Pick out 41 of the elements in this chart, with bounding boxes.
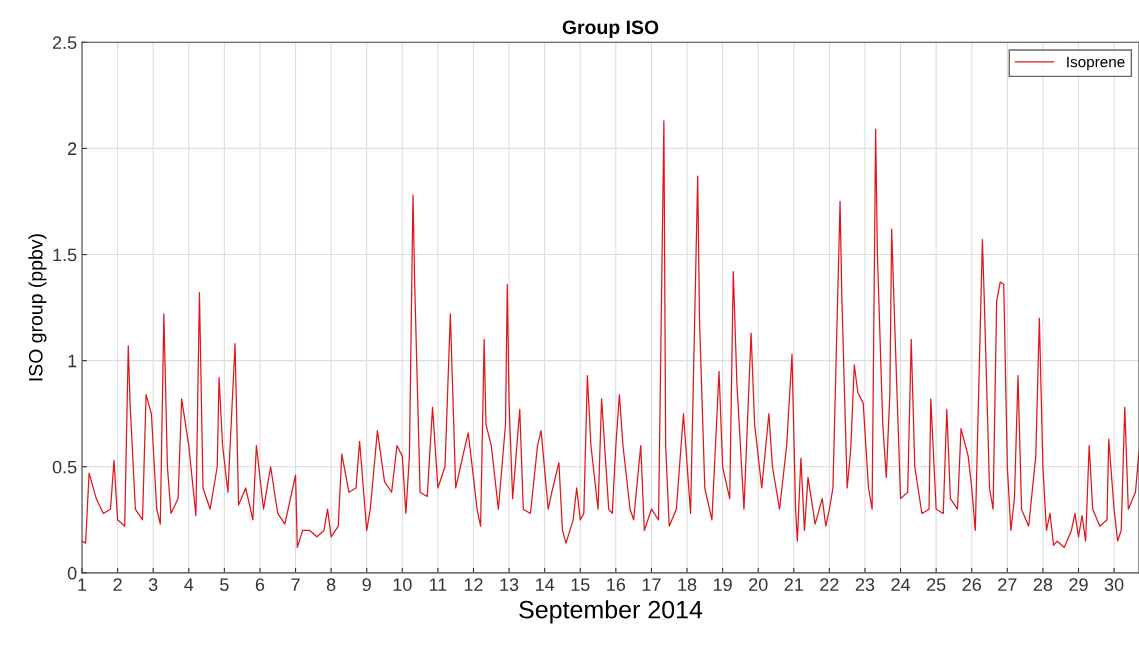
x-tick-label: 22	[820, 578, 839, 591]
x-tick-label: 17	[642, 578, 661, 591]
x-tick-label: 26	[962, 578, 981, 591]
x-tick-label: 11	[429, 578, 447, 591]
legend-label: Isoprene	[1067, 56, 1125, 71]
y-tick-label: 1	[68, 354, 77, 368]
x-tick-label: 15	[571, 578, 590, 591]
x-tick-label: 12	[464, 578, 483, 591]
x-tick-label: 24	[891, 578, 911, 591]
y-axis-title: ISO group (ppbv)	[28, 234, 47, 381]
x-tick-label: 23	[855, 578, 875, 591]
x-tick-label: 2	[113, 578, 122, 591]
y-tick-label: 2.5	[52, 36, 77, 50]
x-tick-label: 10	[393, 578, 412, 591]
x-tick-label: 27	[998, 578, 1017, 591]
x-tick-label: 20	[749, 578, 768, 591]
x-tick-label: 7	[291, 578, 300, 591]
x-tick-label: 1	[78, 578, 87, 591]
x-tick-label: 3	[148, 578, 158, 591]
x-tick-label: 6	[255, 578, 265, 591]
x-tick-label: 13	[500, 578, 519, 591]
line-series	[82, 120, 1139, 549]
x-tick-label: 4	[184, 578, 194, 591]
y-tick-label: 2	[68, 142, 77, 155]
x-tick-label: 25	[927, 578, 946, 591]
x-tick-label: 28	[1033, 578, 1053, 591]
x-tick-label: 14	[536, 578, 555, 591]
x-axis-title: September 2014	[519, 600, 703, 624]
chart-title: Group ISO	[562, 20, 659, 39]
x-tick-label: 9	[362, 578, 371, 591]
x-tick-label: 29	[1069, 578, 1088, 591]
x-tick-label: 21	[784, 578, 803, 591]
y-tick-label: 0	[67, 566, 77, 580]
x-tick-label: 8	[326, 578, 336, 591]
x-tick-label: 5	[220, 578, 229, 591]
x-tick-label: 18	[678, 578, 697, 591]
x-tick-label: 19	[713, 578, 732, 591]
y-tick-label: 0.5	[52, 460, 77, 474]
x-tick-label: 16	[607, 578, 626, 591]
y-tick-label: 1.5	[53, 248, 77, 262]
x-tick-label: 30	[1104, 578, 1124, 591]
